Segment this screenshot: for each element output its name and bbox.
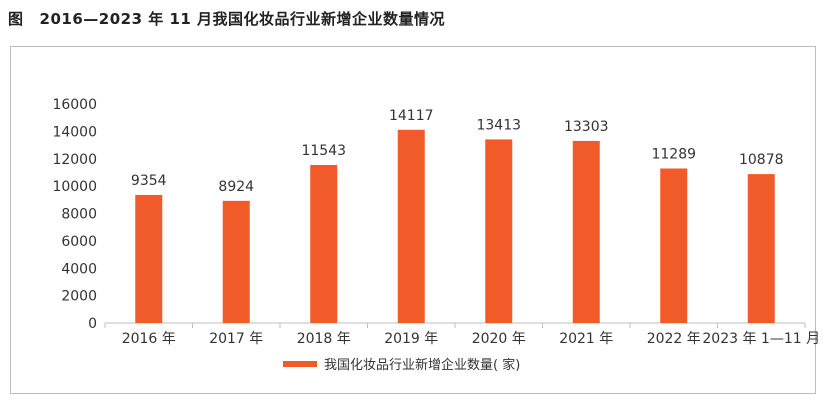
data-label-6: 11289 [651,146,696,162]
data-label-3: 14117 [389,108,434,124]
legend-swatch [283,361,317,367]
y-tick-label-7: 14000 [52,124,97,140]
x-tick-label-1: 2017 年 [209,331,263,347]
y-tick-label-1: 2000 [61,289,97,305]
bar-1 [222,200,250,323]
figure-label: 图 [8,10,24,28]
bar-6 [660,168,688,323]
data-label-4: 13413 [476,117,521,133]
x-tick-label-3: 2019 年 [384,331,438,347]
x-tick-label-6: 2022 年 [647,331,701,347]
x-tick-label-5: 2021 年 [559,331,613,347]
y-tick-label-0: 0 [88,316,97,332]
data-label-1: 8924 [218,179,254,195]
data-label-2: 11543 [301,143,346,159]
bar-2 [310,165,338,323]
bar-0 [135,194,163,323]
figure-title-text: 2016—2023 年 11 月我国化妆品行业新增企业数量情况 [39,10,446,28]
data-label-5: 13303 [564,119,609,135]
bar-3 [397,129,425,323]
y-tick-label-8: 16000 [52,97,97,113]
x-tick-label-2: 2018 年 [297,331,351,347]
legend-label: 我国化妆品行业新增企业数量( 家) [324,357,520,373]
y-tick-label-2: 4000 [61,261,97,277]
bar-7 [747,174,775,323]
y-tick-label-6: 12000 [52,152,97,168]
data-label-0: 9354 [131,173,167,189]
x-tick-label-0: 2016 年 [122,331,176,347]
x-tick-label-7: 2023 年 1—11 月 [702,331,820,347]
x-tick-label-4: 2020 年 [472,331,526,347]
bar-4 [485,139,513,323]
y-tick-label-5: 10000 [52,179,97,195]
data-label-7: 10878 [739,152,784,168]
figure-title: 图 2016—2023 年 11 月我国化妆品行业新增企业数量情况 [8,8,445,29]
chart-frame [10,46,816,394]
bar-5 [572,140,600,323]
y-tick-label-3: 6000 [61,234,97,250]
y-tick-label-4: 8000 [61,207,97,223]
